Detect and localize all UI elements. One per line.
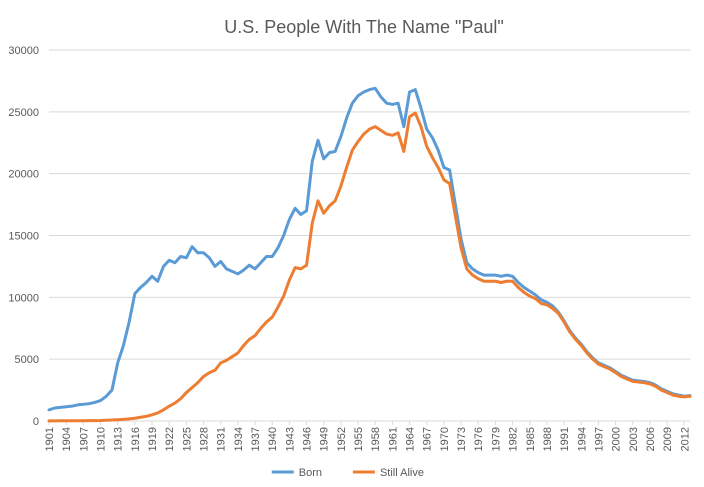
x-tick-label: 1997 [593,427,605,451]
x-tick-label: 1955 [353,427,365,451]
x-tick-label: 1943 [284,427,296,451]
x-tick-label: 1967 [422,427,434,451]
x-tick-label: 1940 [267,427,279,451]
y-tick-label: 25000 [8,107,39,119]
x-tick-label: 1904 [61,427,73,451]
x-tick-label: 2006 [645,427,657,451]
x-tick-label: 1946 [302,427,314,451]
x-tick-label: 1973 [456,427,468,451]
x-tick-label: 2000 [611,427,623,451]
x-tick-label: 1958 [370,427,382,451]
x-tick-label: 1934 [233,427,245,451]
series-line-still-alive [47,111,692,423]
x-tick-label: 1910 [96,427,108,451]
x-tick-label: 2012 [679,427,691,451]
x-tick-label: 1937 [250,427,262,451]
y-tick-label: 30000 [8,45,39,57]
y-tick-label: 20000 [8,169,39,181]
x-tick-label: 1922 [164,427,176,451]
x-tick-label: 1994 [576,427,588,451]
x-tick-label: 1931 [216,427,228,451]
legend-label: Born [299,467,322,479]
x-tick-label: 1961 [387,427,399,451]
x-tick-label: 2009 [662,427,674,451]
y-tick-label: 15000 [8,231,39,243]
legend: Born Still Alive [271,467,424,479]
legend-item-born: Born [271,467,322,479]
x-tick-label: 1925 [181,427,193,451]
x-tick-label: 1991 [559,427,571,451]
y-axis-ticks: 0 5000 10000 15000 20000 25000 30000 [8,45,39,428]
x-axis-ticks: 1901 1904 1907 1910 1913 1916 1919 1922 1925 1928… [44,421,691,451]
x-tick-label: 1988 [542,427,554,451]
y-tick-label: 0 [33,416,39,428]
chart-title: U.S. People With The Name "Paul" [224,17,504,37]
series-lines [47,86,692,423]
legend-item-still-alive: Still Alive [352,467,424,479]
x-tick-label: 1919 [147,427,159,451]
x-tick-label: 1979 [490,427,502,451]
x-tick-label: 1901 [44,427,56,451]
x-tick-label: 1964 [405,427,417,451]
x-tick-label: 1985 [525,427,537,451]
x-tick-label: 1916 [130,427,142,451]
x-tick-label: 1982 [508,427,520,451]
x-tick-label: 1928 [199,427,211,451]
y-tick-label: 10000 [8,292,39,304]
x-tick-label: 1913 [113,427,125,451]
x-tick-label: 1907 [78,427,90,451]
x-tick-label: 2003 [628,427,640,451]
x-tick-label: 1976 [473,427,485,451]
gridlines [49,49,690,422]
x-tick-label: 1952 [336,427,348,451]
y-tick-label: 5000 [15,354,39,366]
x-tick-label: 1970 [439,427,451,451]
legend-label: Still Alive [380,467,424,479]
x-tick-label: 1949 [319,427,331,451]
